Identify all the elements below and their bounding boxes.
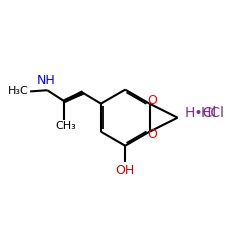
Text: O: O	[148, 94, 158, 107]
Text: H•Cl: H•Cl	[185, 106, 217, 120]
Text: CH₃: CH₃	[55, 122, 76, 132]
Text: O: O	[148, 128, 158, 141]
Text: H₃C: H₃C	[8, 86, 28, 97]
Text: HCl: HCl	[201, 106, 225, 120]
Polygon shape	[64, 91, 83, 101]
Text: NH: NH	[36, 74, 55, 87]
Text: OH: OH	[116, 164, 135, 176]
